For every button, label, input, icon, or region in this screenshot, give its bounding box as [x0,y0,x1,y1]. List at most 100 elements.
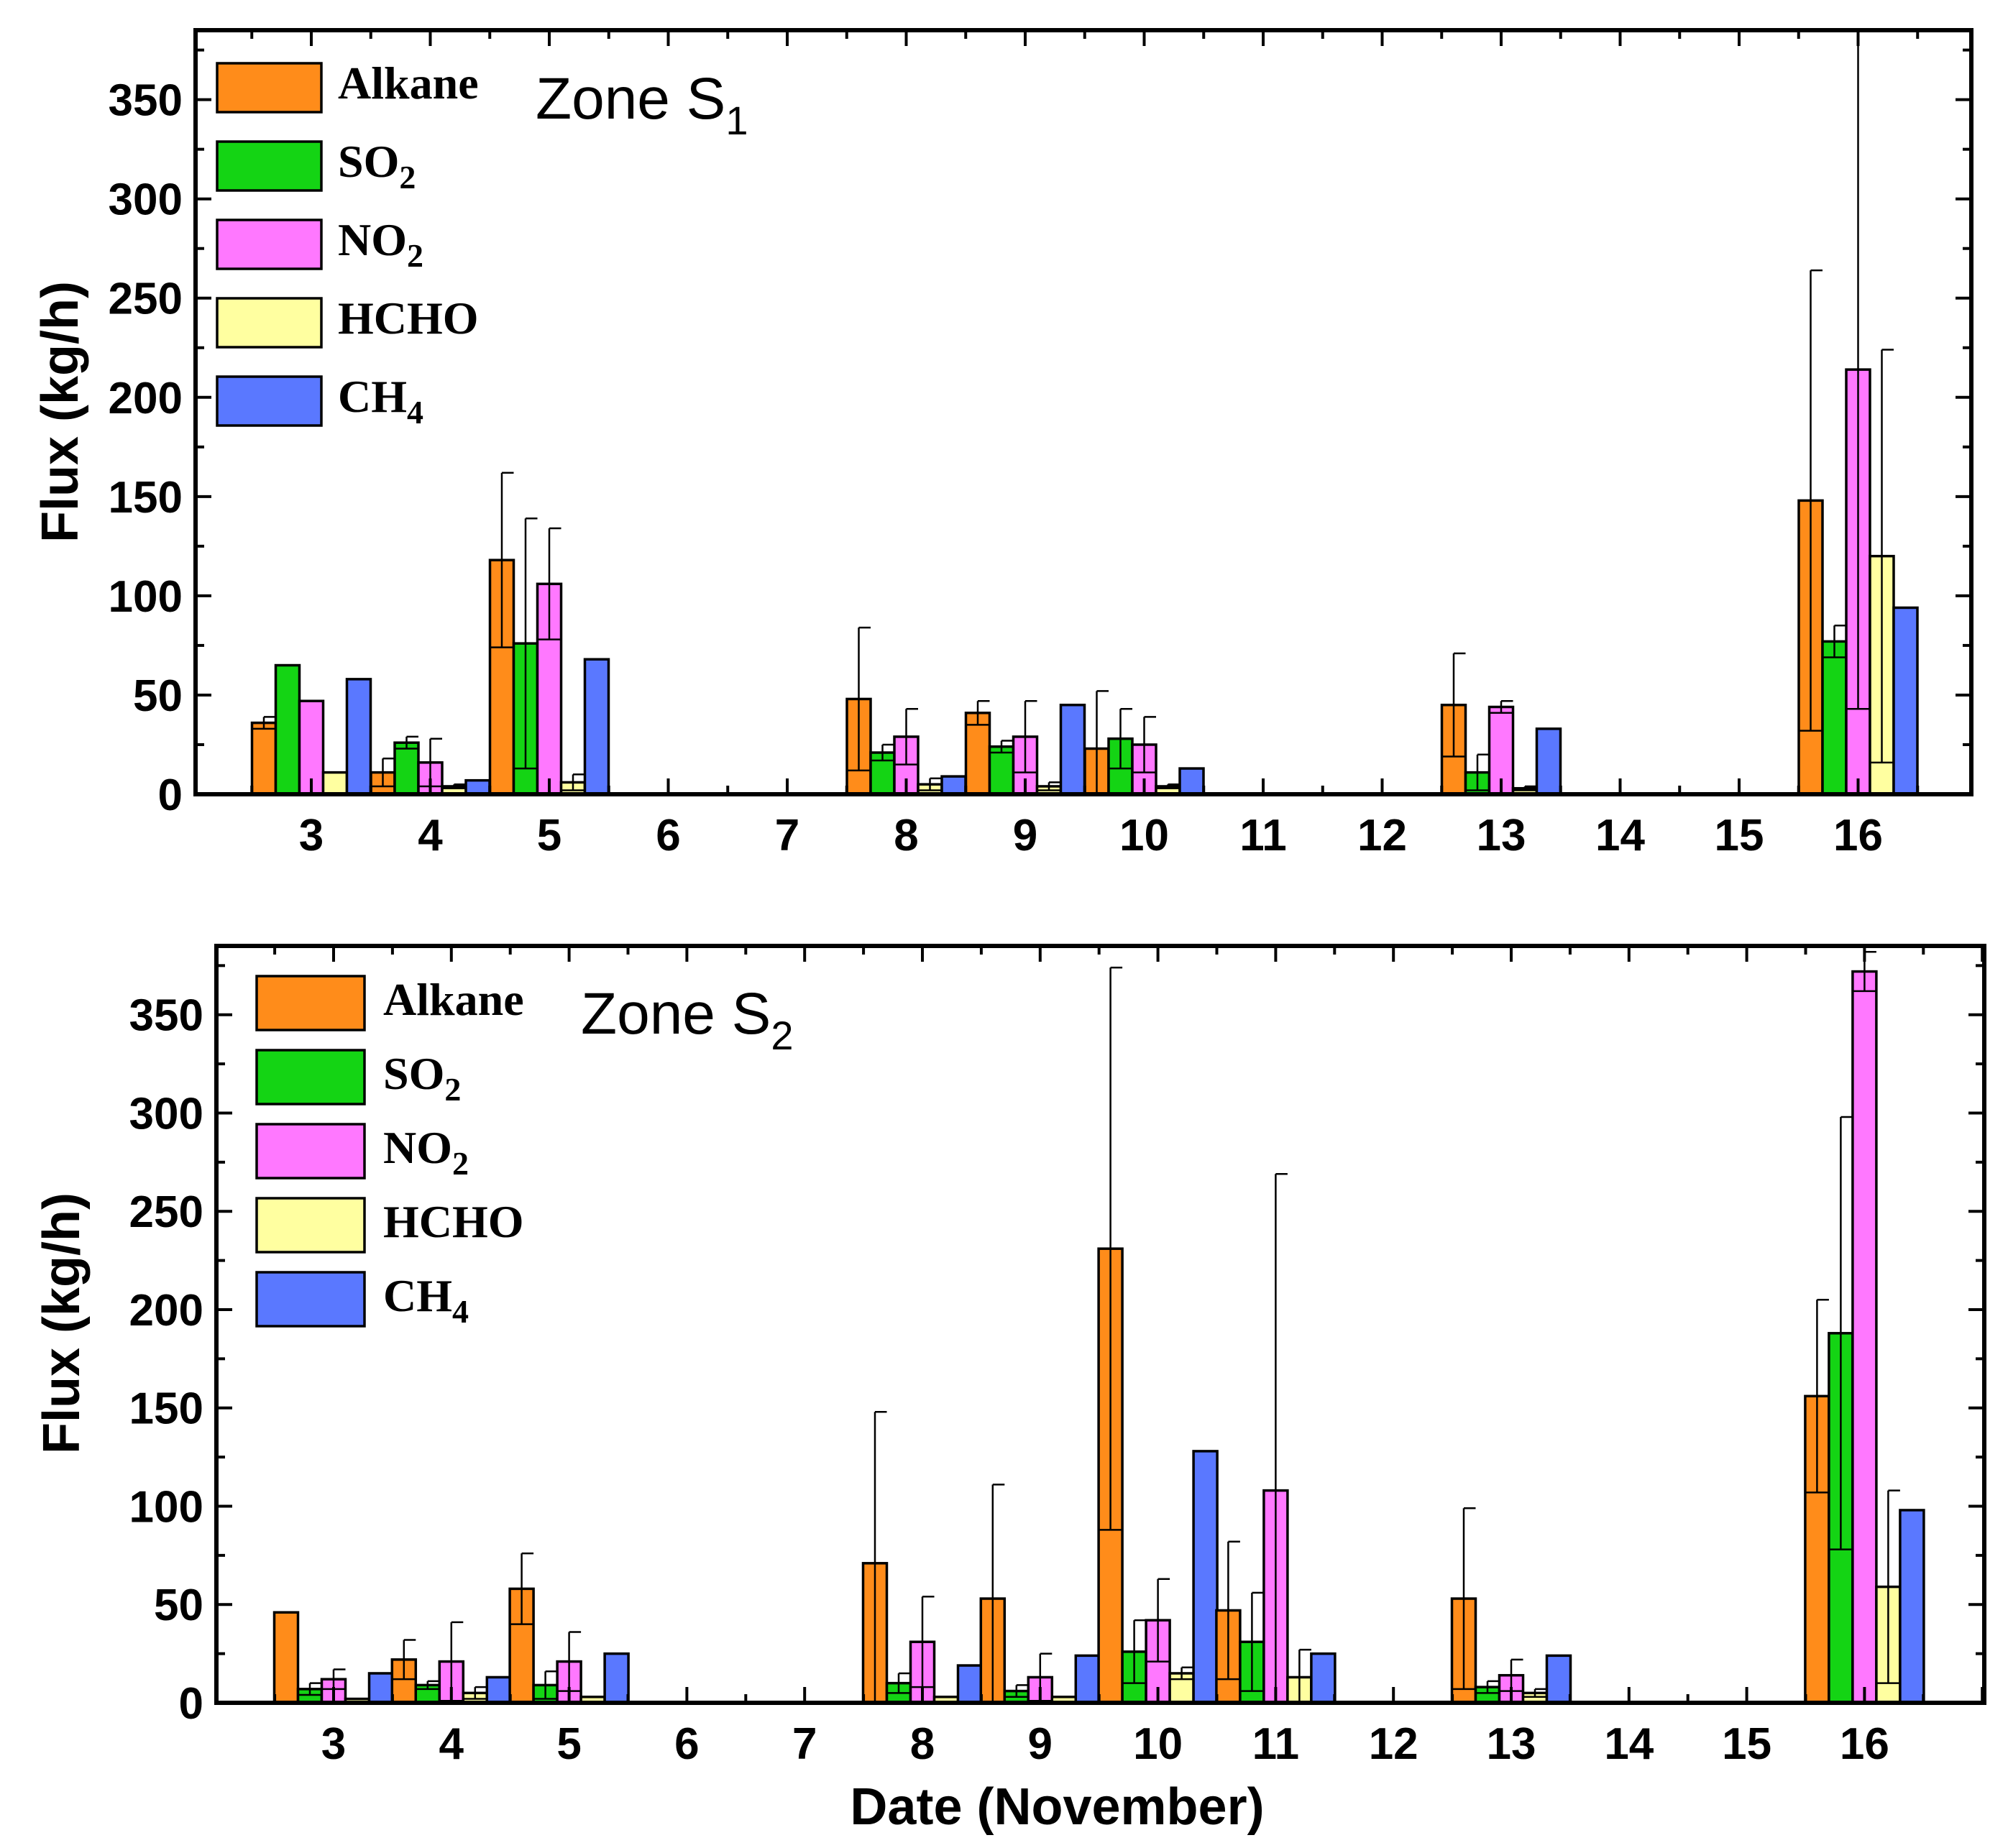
bar-ch4-3 [367,1672,395,1704]
bar-hcho-3 [321,771,349,796]
error-bar-alkane-13 [1441,652,1466,758]
bar-so2-4 [393,741,420,796]
error-bar-so2-9 [989,740,1014,754]
x-tick-label: 11 [1239,811,1287,860]
y-tick-label: 100 [129,1482,203,1532]
legend-label-subscript: 2 [407,237,423,274]
legend-label-base: CH [383,1270,452,1321]
error-bar-alkane-5 [510,1552,534,1625]
bar-ch4-9 [1074,1654,1101,1704]
y-axis-label: Flux (kg/h) [32,281,89,543]
legend-swatch-alkane [216,62,323,114]
bar-ch4-5 [583,658,610,796]
error-bar-hcho-8 [918,777,942,791]
x-tick-label: 12 [1357,811,1407,860]
error-bar-so2-3 [298,1682,322,1696]
legend-label-base: HCHO [383,1196,524,1247]
legend-label-base: NO [383,1122,452,1173]
x-tick-label: 14 [1595,811,1645,860]
error-bar-hcho-16 [1876,1489,1900,1684]
y-tick-label: 0 [158,771,183,820]
x-tick-label: 3 [321,1719,346,1769]
error-bar-alkane-9 [966,699,990,726]
legend-swatch-no2 [216,219,323,270]
error-bar-so2-10 [1122,1619,1147,1684]
x-tick-label: 5 [537,811,561,860]
plot-frame [193,28,1973,796]
zone-title-text: Zone S [581,981,771,1047]
legend-swatch-hcho [216,297,323,349]
bar-ch4-5 [603,1652,630,1704]
x-tick-label: 9 [1013,811,1037,860]
bar-ch4-16 [1899,1509,1925,1704]
legend-label-subscript: 2 [399,159,416,196]
x-tick-label: 8 [910,1719,935,1769]
bar-so2-16 [1821,640,1848,796]
legend: Alkane SO2 NO2 HCHO CH4 [255,974,524,1330]
error-bar-hcho-10 [1170,1666,1194,1681]
error-bar-so2-13 [1475,1680,1500,1694]
legend-label-base: NO [338,214,407,265]
bar-ch4-11 [1310,1652,1337,1704]
legend-label-base: Alkane [383,974,524,1025]
error-bar-hcho-5 [561,773,585,791]
y-tick-label: 0 [179,1679,203,1729]
error-bar-alkane-11 [1216,1540,1240,1681]
error-bar-so2-5 [533,1670,558,1700]
legend-label-alkane: Alkane [338,58,479,109]
legend-label-subscript: 2 [452,1145,469,1182]
error-bar-alkane-8 [847,626,871,772]
legend-label-subscript: 4 [407,394,423,431]
y-tick-label: 50 [154,1581,203,1630]
error-bar-no2-8 [894,708,918,766]
error-bar-so2-8 [871,743,894,762]
x-tick-label: 15 [1722,1719,1771,1769]
bar-ch4-13 [1535,727,1562,796]
legend-label-base: Alkane [338,58,479,109]
y-tick-label: 350 [109,76,183,126]
bar-ch4-9 [1059,704,1086,796]
error-bar-alkane-3 [252,716,276,730]
error-bar-no2-13 [1489,699,1513,714]
legend-label-hcho: HCHO [383,1196,524,1247]
x-tick-label: 7 [792,1719,817,1769]
bar-ch4-8 [956,1664,984,1704]
error-bar-no2-5 [537,527,561,640]
legend-label-subscript: 4 [452,1293,469,1330]
x-tick-label: 6 [674,1719,699,1769]
y-tick-labels: 0 50 100 150 200 250 300 350 [129,991,203,1729]
bar-ch4-8 [940,775,967,796]
x-tick-label: 6 [656,811,680,860]
bar-ch4-16 [1892,606,1919,796]
zone-title: Zone S1 [536,66,748,143]
error-bar-alkane-13 [1452,1507,1476,1691]
legend-label-alkane: Alkane [383,974,524,1025]
error-bar-so2-11 [1239,1591,1264,1692]
y-tick-label: 350 [129,991,203,1041]
bar-ch4-10 [1192,1450,1219,1704]
x-tick-label: 3 [299,811,324,860]
zone-title-subscript: 2 [771,1013,793,1058]
x-tick-label: 10 [1119,811,1169,860]
y-tick-label: 100 [109,572,183,622]
error-bar-so2-10 [1109,708,1132,770]
x-tick-label: 12 [1369,1719,1418,1769]
error-bar-no2-9 [1013,699,1037,773]
error-bar-so2-4 [416,1680,440,1691]
panel-zone-s2: 0 50 100 150 200 250 300 350 3 4 5 6 7 8 9 10 11 12 13 14 1… [33,944,1986,1836]
legend-label-so2: SO2 [383,1048,461,1108]
error-bar-so2-16 [1823,625,1846,658]
x-tick-label: 13 [1477,811,1526,860]
x-tick-label: 5 [556,1719,581,1769]
x-tick-label: 8 [894,811,918,860]
legend-swatch-ch4 [255,1271,366,1328]
legend-swatch-so2 [255,1049,366,1105]
x-tick-label: 7 [775,811,799,860]
ticks-layer [196,30,1971,796]
error-bar-alkane-16 [1799,269,1823,732]
legend-label-so2: SO2 [338,136,416,196]
bar-ch4-13 [1545,1654,1572,1704]
legend-swatch-so2 [216,140,323,192]
